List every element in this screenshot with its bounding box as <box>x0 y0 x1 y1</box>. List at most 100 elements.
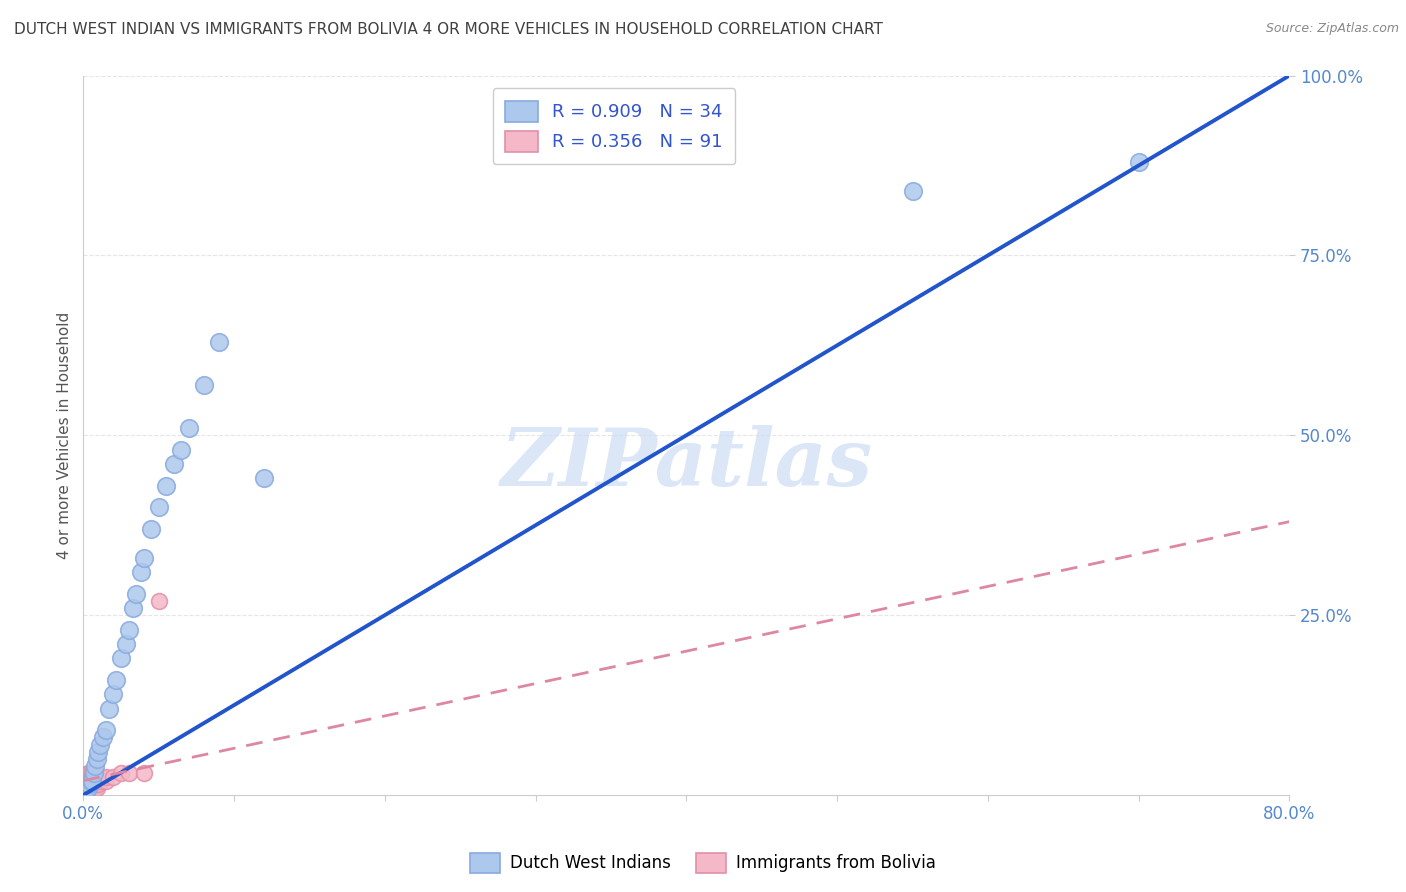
Point <box>76 770 98 784</box>
Point <box>253 471 276 485</box>
Point <box>1128 154 1150 169</box>
Point <box>76 784 98 798</box>
Point <box>80 780 103 795</box>
Point <box>73 784 96 798</box>
Point <box>86 752 108 766</box>
Point <box>97 702 120 716</box>
Point <box>117 623 139 637</box>
Point <box>148 594 170 608</box>
Point <box>82 766 104 780</box>
Point <box>89 738 111 752</box>
Point <box>75 773 97 788</box>
Point <box>155 478 177 492</box>
Point <box>83 773 105 788</box>
Point <box>80 784 103 798</box>
Point <box>73 777 96 791</box>
Point <box>177 421 200 435</box>
Point <box>79 773 101 788</box>
Point <box>76 780 98 795</box>
Point <box>75 770 97 784</box>
Point <box>80 773 103 788</box>
Point <box>103 687 125 701</box>
Text: ZIPatlas: ZIPatlas <box>501 425 873 503</box>
Point <box>94 723 117 738</box>
Point <box>87 745 110 759</box>
Point <box>117 766 139 780</box>
Point <box>82 770 104 784</box>
Point <box>82 777 104 791</box>
Point <box>83 773 105 788</box>
Point <box>86 780 108 795</box>
Point <box>129 565 152 579</box>
Point <box>75 777 97 791</box>
Point <box>110 766 132 780</box>
Point <box>82 773 104 788</box>
Point <box>79 766 101 780</box>
Point <box>75 784 97 798</box>
Point <box>83 780 105 795</box>
Point <box>87 773 110 788</box>
Point <box>80 780 103 795</box>
Point <box>91 731 114 745</box>
Point <box>73 780 96 795</box>
Point <box>110 651 132 665</box>
Point <box>163 457 186 471</box>
Point <box>73 773 96 788</box>
Point <box>83 777 105 791</box>
Point <box>79 784 101 798</box>
Point <box>76 766 98 780</box>
Point <box>901 184 924 198</box>
Point <box>125 586 148 600</box>
Text: Source: ZipAtlas.com: Source: ZipAtlas.com <box>1265 22 1399 36</box>
Point <box>75 780 97 795</box>
Point <box>139 522 162 536</box>
Point <box>76 780 98 795</box>
Point <box>79 770 101 784</box>
Point <box>84 777 107 791</box>
Point <box>132 550 155 565</box>
Point <box>76 770 98 784</box>
Point <box>82 777 104 791</box>
Point <box>73 777 96 791</box>
Point <box>76 773 98 788</box>
Point <box>84 773 107 788</box>
Point <box>76 773 98 788</box>
Point <box>75 777 97 791</box>
Point <box>80 773 103 788</box>
Point <box>73 784 96 798</box>
Point <box>79 777 101 791</box>
Legend: Dutch West Indians, Immigrants from Bolivia: Dutch West Indians, Immigrants from Boli… <box>464 847 942 880</box>
Point <box>79 780 101 795</box>
Point <box>83 770 105 784</box>
Point <box>75 770 97 784</box>
Point <box>76 777 98 791</box>
Point <box>75 780 97 795</box>
Point <box>105 673 128 687</box>
Point <box>76 777 98 791</box>
Point <box>94 770 117 784</box>
Point <box>208 334 231 349</box>
Point <box>80 766 103 780</box>
Point <box>73 780 96 795</box>
Point <box>87 770 110 784</box>
Point <box>94 773 117 788</box>
Point <box>73 780 96 795</box>
Point <box>73 780 96 795</box>
Point <box>80 773 103 788</box>
Point <box>73 780 96 795</box>
Point <box>148 500 170 515</box>
Point <box>122 601 145 615</box>
Point <box>79 777 101 791</box>
Point <box>103 770 125 784</box>
Point <box>82 773 104 788</box>
Point <box>79 780 101 795</box>
Legend: R = 0.909   N = 34, R = 0.356   N = 91: R = 0.909 N = 34, R = 0.356 N = 91 <box>492 88 735 164</box>
Point <box>84 759 107 773</box>
Point <box>73 784 96 798</box>
Point <box>80 777 103 791</box>
Point <box>73 784 96 798</box>
Point <box>80 770 103 784</box>
Point <box>79 777 101 791</box>
Point <box>73 780 96 795</box>
Point <box>86 777 108 791</box>
